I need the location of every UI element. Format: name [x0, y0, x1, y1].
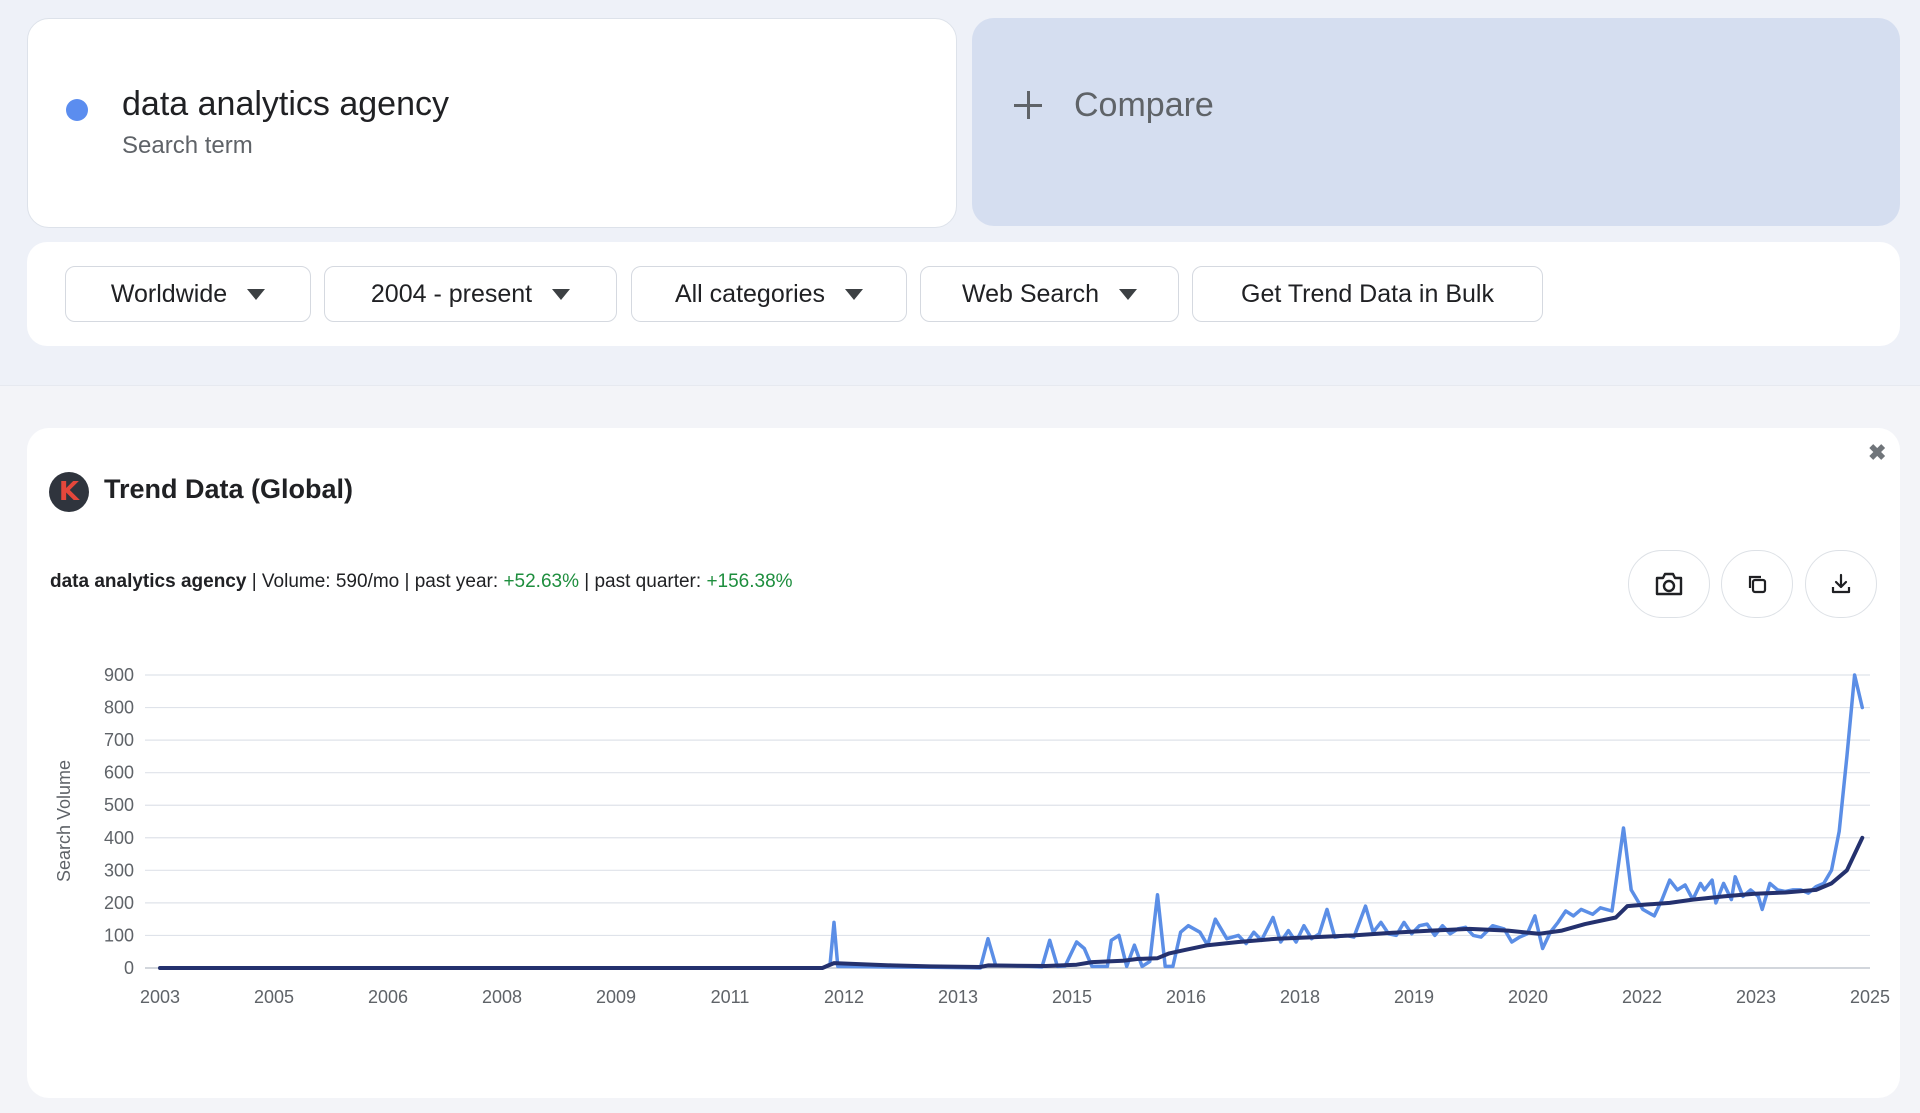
x-tick-label: 2025	[1850, 987, 1890, 1007]
compare-button[interactable]: Compare	[972, 18, 1900, 226]
stats-mid: | past quarter:	[579, 571, 707, 592]
stats-past-year: +52.63%	[503, 571, 579, 592]
x-tick-label: 2018	[1280, 987, 1320, 1007]
stats-keyword: data analytics agency	[50, 571, 247, 592]
stats-past-quarter: +156.38%	[706, 571, 793, 592]
y-tick-label: 900	[104, 665, 134, 685]
keyword-logo: K	[49, 472, 89, 512]
copy-icon	[1748, 575, 1767, 594]
source-label: Web Search	[961, 279, 1100, 308]
panel-title: Trend Data (Global)	[104, 474, 354, 504]
x-tick-label: 2009	[596, 987, 636, 1007]
x-tick-label: 2011	[711, 987, 750, 1007]
y-tick-label: 400	[104, 828, 134, 848]
y-tick-label: 0	[124, 958, 134, 978]
download-icon	[1831, 573, 1851, 594]
copy-button[interactable]	[1721, 550, 1793, 618]
x-tick-label: 2003	[140, 987, 180, 1007]
screenshot-button[interactable]	[1628, 550, 1710, 618]
x-tick-label: 2012	[824, 987, 864, 1007]
x-tick-label: 2022	[1622, 987, 1662, 1007]
compare-label: Compare	[1074, 86, 1214, 124]
x-tick-label: 2016	[1166, 987, 1206, 1007]
y-tick-label: 500	[104, 795, 134, 815]
source-dropdown[interactable]: Web Search	[920, 266, 1179, 322]
series-line-volume	[158, 673, 1865, 970]
x-tick-label: 2015	[1052, 987, 1092, 1007]
series-line-trend	[158, 835, 1865, 970]
x-tick-label: 2008	[482, 987, 522, 1007]
search-term[interactable]: data analytics agency	[122, 85, 449, 123]
caret-down-icon	[247, 288, 266, 300]
y-tick-label: 100	[104, 925, 134, 945]
camera-icon	[1655, 572, 1683, 596]
region-dropdown[interactable]: Worldwide	[65, 266, 311, 322]
bulk-data-label: Get Trend Data in Bulk	[1241, 279, 1494, 308]
region-label: Worldwide	[110, 279, 228, 308]
caret-down-icon	[845, 288, 864, 300]
y-tick-label: 200	[104, 893, 134, 913]
close-icon[interactable]: ✖	[1868, 440, 1887, 465]
x-tick-label: 2005	[254, 987, 294, 1007]
download-button[interactable]	[1805, 550, 1877, 618]
trend-panel: K Trend Data (Global) ✖ data analytics a…	[27, 428, 1900, 1098]
search-term-subtitle: Search term	[122, 132, 253, 159]
trend-stats: data analytics agency | Volume: 590/mo |…	[50, 571, 793, 593]
x-tick-label: 2013	[938, 987, 978, 1007]
stats-volume: | Volume: 590/mo | past year:	[246, 571, 504, 592]
caret-down-icon	[552, 288, 571, 300]
plus-icon	[1014, 90, 1044, 120]
y-axis-label: Search Volume	[54, 760, 74, 882]
y-tick-label: 600	[104, 763, 134, 783]
series-color-dot	[66, 99, 88, 121]
trend-chart: 0 100 200 300 400 500 600 700 800 900 Search Volum…	[54, 665, 1890, 1007]
filter-bar: Worldwide 2004 - present All categories …	[27, 242, 1900, 346]
x-tick-label: 2020	[1508, 987, 1548, 1007]
bulk-data-button[interactable]: Get Trend Data in Bulk	[1192, 266, 1543, 322]
y-tick-label: 700	[104, 730, 134, 750]
x-tick-label: 2019	[1394, 987, 1434, 1007]
x-tick-label: 2006	[368, 987, 408, 1007]
search-term-card[interactable]: data analytics agency Search term	[27, 18, 957, 228]
x-tick-label: 2023	[1736, 987, 1776, 1007]
y-tick-label: 800	[104, 698, 134, 718]
category-label: All categories	[674, 279, 826, 308]
period-label: 2004 - present	[370, 279, 533, 308]
category-dropdown[interactable]: All categories	[631, 266, 907, 322]
period-dropdown[interactable]: 2004 - present	[324, 266, 617, 322]
y-tick-label: 300	[104, 860, 134, 880]
caret-down-icon	[1119, 288, 1138, 300]
